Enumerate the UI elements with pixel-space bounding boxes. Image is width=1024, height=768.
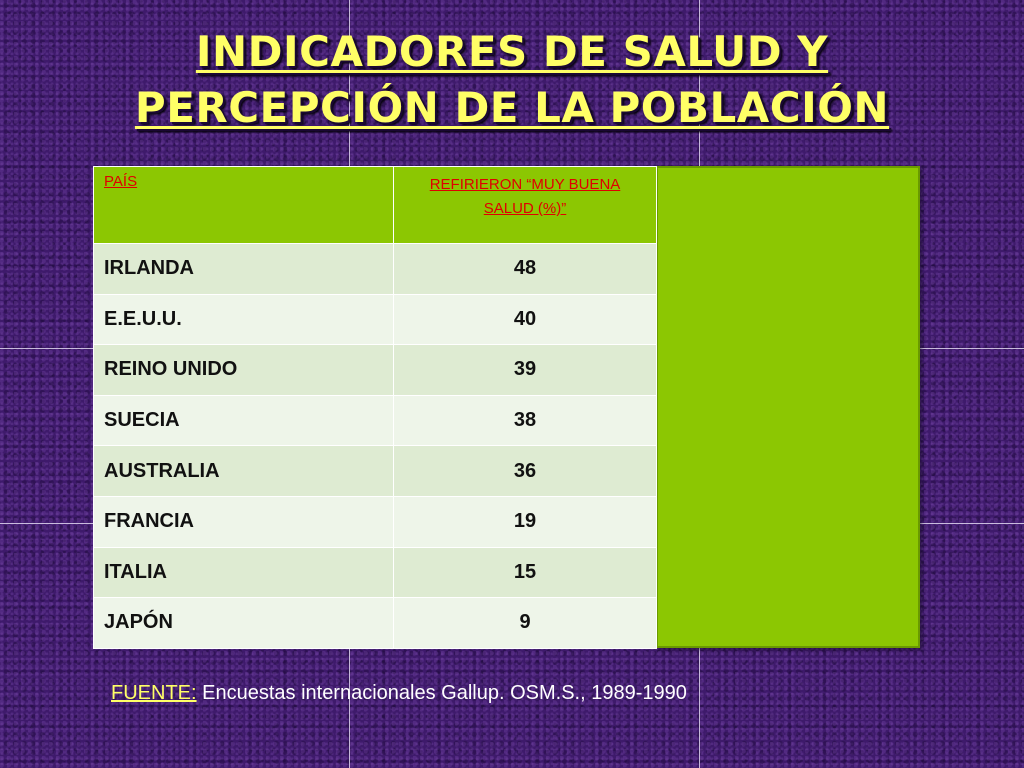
table-row: SUECIA 38 (93, 394, 657, 447)
table-body: IRLANDA 48 E.E.U.U. 40 REINO UNIDO 39 SUECIA 38… (93, 243, 657, 649)
column-header-country: PAÍS (93, 166, 394, 244)
table-row: AUSTRALIA 36 (93, 445, 657, 497)
country-cell: JAPÓN (93, 597, 394, 649)
country-cell: ITALIA (93, 546, 394, 599)
value-cell: 15 (393, 546, 657, 599)
value-cell: 36 (393, 445, 657, 497)
value-cell: 38 (393, 394, 657, 447)
health-table: PAÍS REFIRIERON “MUY BUENA SALUD (%)” IR… (93, 166, 657, 649)
column-header-value: REFIRIERON “MUY BUENA SALUD (%)” (393, 166, 657, 244)
value-cell: 39 (393, 344, 657, 396)
table-row: IRLANDA 48 (93, 243, 657, 295)
table-row: JAPÓN 9 (93, 597, 657, 649)
value-cell: 40 (393, 293, 657, 346)
country-cell: AUSTRALIA (93, 445, 394, 497)
table-row: REINO UNIDO 39 (93, 344, 657, 396)
value-cell: 19 (393, 495, 657, 548)
source-text: Encuestas internacionales Gallup. OSM.S.… (196, 682, 687, 704)
table-row: E.E.U.U. 40 (93, 293, 657, 346)
table-row: FRANCIA 19 (93, 495, 657, 548)
title-line-1: INDICADORES DE SALUD Y (195, 27, 829, 76)
table-row: ITALIA 15 (93, 546, 657, 599)
table-header-row: PAÍS REFIRIERON “MUY BUENA SALUD (%)” (93, 166, 657, 244)
country-cell: IRLANDA (93, 243, 394, 295)
value-cell: 9 (393, 597, 657, 649)
side-panel (656, 166, 920, 648)
source-note: FUENTE: Encuestas internacionales Gallup… (111, 682, 687, 705)
title-line-2: PERCEPCIÓN DE LA POBLACIÓN (134, 83, 890, 132)
source-label: FUENTE: (111, 682, 197, 704)
value-cell: 48 (393, 243, 657, 295)
page-title: INDICADORES DE SALUD Y PERCEPCIÓN DE LA … (0, 24, 1024, 136)
country-cell: SUECIA (93, 394, 394, 447)
country-cell: E.E.U.U. (93, 293, 394, 346)
country-cell: FRANCIA (93, 495, 394, 548)
country-cell: REINO UNIDO (93, 344, 394, 396)
